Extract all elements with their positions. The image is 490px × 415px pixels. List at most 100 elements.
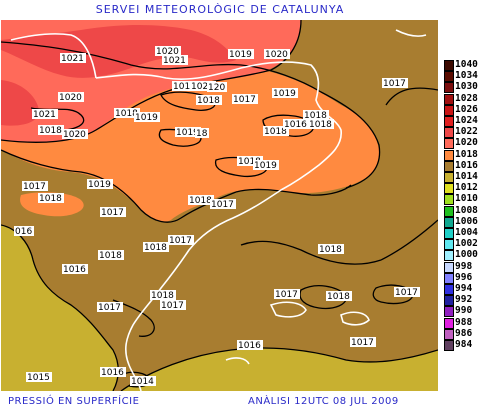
- isobar-label-bg: [394, 287, 420, 297]
- isobar-label-bg: [60, 53, 86, 63]
- isobar-label: 1018: [99, 251, 122, 261]
- legend-swatch: [444, 183, 454, 195]
- legend-label: 1026: [455, 103, 478, 115]
- legend-swatch: [444, 104, 454, 116]
- legend-label: 994: [455, 283, 473, 294]
- isobar-label-bg: [253, 160, 279, 170]
- legend-label: 1022: [455, 126, 478, 138]
- legend-label: 1034: [455, 70, 478, 82]
- legend-swatch: [444, 194, 454, 206]
- isobar-label-bg: [283, 119, 309, 129]
- legend-swatch: [444, 250, 454, 262]
- legend-item: 1030: [442, 81, 490, 94]
- coastline: [10, 29, 427, 391]
- legend-item: 1008: [442, 204, 490, 217]
- legend-swatch: [444, 138, 454, 150]
- legend-item: 996: [442, 271, 490, 284]
- isobar-label: 1017: [383, 79, 406, 89]
- isobar-label: 1021: [61, 54, 84, 64]
- legend-item: 986: [442, 327, 490, 340]
- legend-swatch: [444, 284, 454, 295]
- legend-label: 1000: [455, 249, 478, 261]
- isobar-label: 1017: [233, 95, 256, 105]
- isobar-label-bg: [38, 125, 64, 135]
- isobar-label-bg: [272, 88, 298, 98]
- legend-item: 990: [442, 305, 490, 318]
- isobar-label: 1016: [238, 341, 261, 351]
- region-1018-patch: [20, 192, 84, 217]
- legend-label: 996: [455, 271, 473, 283]
- legend-label: 1016: [455, 159, 478, 171]
- isobar-label-bg: [382, 78, 408, 88]
- isobar-label-bg: [38, 193, 64, 203]
- isobar-label-bg: [232, 94, 258, 104]
- region-1022: [1, 25, 236, 78]
- isobar-label-bg: [87, 179, 113, 189]
- legend-swatch: [444, 239, 454, 251]
- legend-swatch: [444, 127, 454, 139]
- isobar-label: 016: [15, 227, 32, 237]
- isobar-label-bg: [168, 235, 194, 245]
- legend-swatch: [444, 71, 454, 83]
- legend-swatch: [444, 272, 454, 284]
- isobar-label-bg: [308, 119, 334, 129]
- legend-label: 986: [455, 327, 473, 339]
- isobar-label-bg: [237, 156, 263, 166]
- region-1022-west: [1, 80, 40, 126]
- isobar-label: 1018: [144, 243, 167, 253]
- isobar-label-bg: [303, 110, 329, 120]
- legend-swatch: [444, 205, 454, 217]
- isobar-label: 1018: [327, 292, 350, 302]
- region-1014-east: [121, 348, 438, 391]
- isobar-label: 120: [208, 83, 225, 93]
- legend-swatch: [444, 172, 454, 183]
- isobar-label: 1018: [238, 157, 261, 167]
- isobar-label: 1016: [101, 368, 124, 378]
- isobar-label-bg: [134, 112, 160, 122]
- isobar-label-bg: [100, 367, 126, 377]
- legend-swatch: [444, 261, 454, 273]
- region-1014-west: [1, 225, 119, 391]
- legend-item: 1028: [442, 92, 490, 105]
- legend-item: 1020: [442, 137, 490, 150]
- legend-label: 1006: [455, 215, 478, 227]
- legend-label: 1020: [455, 137, 478, 149]
- isobar-label-bg: [175, 127, 201, 137]
- isobar-label-bg: [160, 300, 186, 310]
- legend-label: 1030: [455, 81, 478, 93]
- isobar-label: 1021: [191, 82, 214, 92]
- legend-swatch: [444, 317, 454, 329]
- isobar-label: 1019: [176, 128, 199, 138]
- isobar-label: 1018: [319, 245, 342, 255]
- legend-label: 1008: [455, 204, 478, 216]
- isobar-label-bg: [155, 46, 181, 56]
- legend-label: 1028: [455, 92, 478, 104]
- isobar-label: 1021: [163, 56, 186, 66]
- legend-item: 1000: [442, 249, 490, 262]
- isobar-label-bg: [32, 109, 58, 119]
- isobar-label: 1019: [254, 161, 277, 171]
- isobar-label: 1017: [169, 236, 192, 246]
- legend-swatch: [444, 116, 454, 127]
- legend-label: 988: [455, 316, 473, 328]
- isobar-label-bg: [237, 340, 263, 350]
- isobar-label-bg: [114, 108, 140, 118]
- legend-swatch: [444, 60, 454, 71]
- isobar-label: 1017: [395, 288, 418, 298]
- isobar-label: 1019: [88, 180, 111, 190]
- isobar-label-bg: [22, 181, 48, 191]
- isobar-label-bg: [274, 289, 300, 299]
- isobar-label: 1017: [98, 303, 121, 313]
- legend-swatch: [444, 295, 454, 307]
- isobar-label-bg: [210, 199, 236, 209]
- isobar-label: 1017: [211, 200, 234, 210]
- isobar-label-bg: [188, 195, 214, 205]
- legend-label: 984: [455, 339, 473, 350]
- isobar-label: 1018: [115, 109, 138, 119]
- isobar-label-bg: [14, 226, 34, 236]
- isobar-label-bg: [190, 81, 216, 91]
- legend-item: 998: [442, 261, 490, 273]
- legend-item: 984: [442, 339, 490, 351]
- isobar-label: 1017: [23, 182, 46, 192]
- legend-label: 1040: [455, 59, 478, 70]
